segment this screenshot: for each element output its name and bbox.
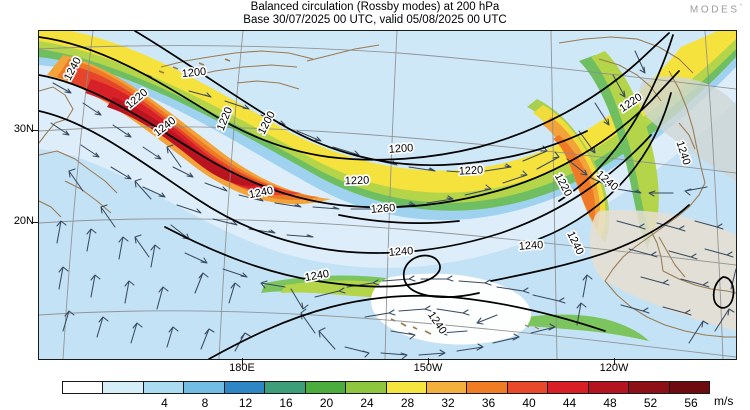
colorbar-segment-7 bbox=[346, 382, 387, 393]
svg-text:1200: 1200 bbox=[388, 142, 413, 156]
colorbar-tick-8: 8 bbox=[201, 396, 209, 410]
colorbar-tick-16: 16 bbox=[279, 396, 293, 410]
ytick-mark-30n bbox=[31, 130, 39, 132]
xtick-label-180e: 180E bbox=[229, 362, 255, 374]
svg-text:1260: 1260 bbox=[370, 202, 395, 216]
svg-text:1220: 1220 bbox=[345, 175, 370, 188]
colorbar-tick-44: 44 bbox=[562, 396, 577, 410]
colorbar-segment-0 bbox=[63, 382, 104, 393]
svg-text:1260: 1260 bbox=[370, 202, 395, 216]
svg-text:1200: 1200 bbox=[181, 66, 207, 80]
colorbar-tick-48: 48 bbox=[603, 396, 617, 410]
colorbar-tick-24: 24 bbox=[360, 396, 374, 410]
graticule bbox=[39, 31, 736, 359]
colorbar-segment-4 bbox=[224, 382, 266, 393]
xtick-label-120w: 120W bbox=[599, 362, 629, 374]
colorbar-segment-13 bbox=[588, 382, 630, 393]
xtick-mark-150w bbox=[428, 358, 430, 365]
xtick-label-150w: 150W bbox=[413, 362, 443, 374]
colorbar-segment-2 bbox=[143, 382, 185, 393]
modes-logo: MODES° bbox=[690, 4, 742, 15]
ytick-label-20n: 20N bbox=[13, 215, 34, 227]
svg-text:1220: 1220 bbox=[345, 175, 370, 188]
colorbar-segment-1 bbox=[103, 382, 144, 393]
colorbar-segment-8 bbox=[386, 382, 427, 393]
modes-logo-mark: ° bbox=[739, 4, 742, 10]
colorbar-units-label: m/s bbox=[714, 394, 734, 408]
svg-text:1240: 1240 bbox=[388, 245, 413, 259]
colorbar-tick-36: 36 bbox=[481, 396, 496, 410]
colorbar-tick-4: 4 bbox=[161, 396, 168, 410]
windspeed-shading bbox=[39, 31, 736, 359]
colorbar-segment-3 bbox=[184, 382, 225, 393]
colorbar-tick-40: 40 bbox=[522, 396, 536, 410]
page-title: Balanced circulation (Rossby modes) at 2… bbox=[250, 1, 500, 13]
modes-logo-text: MODES bbox=[689, 4, 740, 16]
svg-text:1240: 1240 bbox=[248, 185, 274, 201]
ytick-label-30n: 30N bbox=[13, 123, 34, 135]
map-clip: 1240 1240 1200 1200 1220 1220 1240 1240 1220 1220… bbox=[39, 31, 736, 359]
colorbar-tick-20: 20 bbox=[319, 396, 334, 410]
map-panel: 1240 1240 1200 1200 1220 1220 1240 1240 1220 1220… bbox=[38, 30, 737, 360]
svg-text:1200: 1200 bbox=[388, 142, 413, 156]
xtick-mark-120w bbox=[614, 358, 616, 365]
chart-subtitle: Base 30/07/2025 00 UTC, valid 05/08/2025… bbox=[243, 14, 507, 26]
colorbar-segment-6 bbox=[305, 382, 347, 393]
colorbar-segment-10 bbox=[467, 382, 508, 393]
colorbar-tick-12: 12 bbox=[238, 396, 253, 410]
svg-text:1220: 1220 bbox=[458, 164, 483, 177]
colorbar bbox=[62, 381, 710, 394]
svg-text:1220: 1220 bbox=[458, 164, 483, 177]
svg-text:1240: 1240 bbox=[518, 239, 543, 253]
colorbar-tick-56: 56 bbox=[684, 396, 698, 410]
svg-text:1240: 1240 bbox=[388, 245, 413, 259]
colorbar-segment-9 bbox=[426, 382, 468, 393]
colorbar-segment-12 bbox=[548, 382, 589, 393]
chart-title-block: Balanced circulation (Rossby modes) at 2… bbox=[0, 1, 750, 27]
coastlines bbox=[39, 36, 736, 338]
svg-text:1240: 1240 bbox=[304, 268, 330, 284]
colorbar-tick-32: 32 bbox=[441, 396, 455, 410]
colorbar-segment-15 bbox=[669, 382, 709, 393]
svg-text:1200: 1200 bbox=[181, 66, 207, 80]
colorbar-segment-5 bbox=[265, 382, 306, 393]
svg-text:1240: 1240 bbox=[518, 239, 543, 253]
colorbar-segment-11 bbox=[507, 382, 549, 393]
colorbar-segment-14 bbox=[629, 382, 670, 393]
colorbar-tick-28: 28 bbox=[400, 396, 415, 410]
height-contours bbox=[39, 31, 735, 359]
xtick-mark-180e bbox=[242, 358, 244, 365]
colorbar-tick-52: 52 bbox=[643, 396, 658, 410]
ytick-mark-20n bbox=[31, 222, 39, 224]
